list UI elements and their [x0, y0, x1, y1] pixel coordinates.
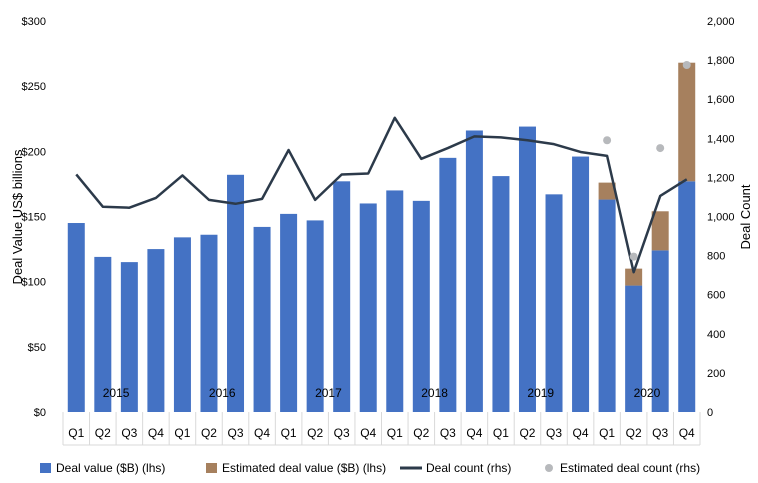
category-tick-label: Q4 [679, 426, 695, 440]
y-right-tick-label: 0 [707, 407, 713, 419]
category-tick-label: Q2 [201, 426, 217, 440]
y-left-tick-label: $150 [22, 212, 46, 224]
deal-value-bar [492, 176, 510, 412]
bars-layer [67, 62, 696, 413]
y-left-tick-label: $100 [22, 277, 46, 289]
estimated-deal-value-bar [678, 62, 696, 182]
category-tick-label: Q1 [387, 426, 403, 440]
category-tick-label: Q3 [652, 426, 668, 440]
y-right-axis-title: Deal Count [738, 184, 753, 249]
deal-value-bar [625, 285, 643, 412]
deal-value-bar [651, 250, 669, 412]
category-tick-label: Q2 [413, 426, 429, 440]
deal-value-bar [120, 262, 138, 412]
category-tick-label: Q4 [254, 426, 270, 440]
estimated-deal-count-point [656, 144, 665, 153]
deal-value-bar [412, 200, 430, 412]
category-tick-label: Q4 [360, 426, 376, 440]
category-tick-label: Q3 [440, 426, 456, 440]
deal-value-bar [386, 190, 404, 412]
year-label: 2015 [103, 386, 130, 400]
legend-label: Deal value ($B) (lhs) [56, 461, 165, 475]
year-label: 2016 [209, 386, 236, 400]
category-tick-label: Q1 [68, 426, 84, 440]
category-tick-label: Q3 [334, 426, 350, 440]
category-tick-label: Q4 [466, 426, 482, 440]
deal-value-bar [94, 256, 112, 412]
category-tick-label: Q2 [95, 426, 111, 440]
category-tick-label: Q1 [599, 426, 615, 440]
legend-swatch [206, 463, 217, 473]
year-label: 2020 [634, 386, 661, 400]
legend-swatch [545, 464, 553, 472]
y-left-tick-label: $300 [22, 16, 46, 28]
deal-value-bar [359, 203, 377, 412]
y-left-tick-label: $50 [28, 342, 46, 354]
estimated-deal-count-point [603, 136, 612, 145]
year-label: 2018 [421, 386, 448, 400]
y-right-tick-label: 1,800 [707, 55, 735, 67]
category-tick-label: Q4 [573, 426, 589, 440]
deal-value-bar [572, 156, 590, 412]
y-right-tick-label: 1,200 [707, 172, 735, 184]
legend-label: Estimated deal count (rhs) [560, 461, 700, 475]
deal-value-bar [253, 226, 271, 412]
deal-value-bar [439, 157, 457, 412]
deal-count-line [75, 116, 688, 274]
points-layer [603, 60, 691, 261]
deal-value-bar [306, 220, 324, 412]
deal-value-bar [173, 237, 191, 412]
category-tick-label: Q1 [281, 426, 297, 440]
deal-value-bar [67, 223, 85, 412]
y-left-tick-label: $200 [22, 146, 46, 158]
legend-label: Estimated deal value ($B) (lhs) [222, 461, 386, 475]
category-tick-label: Q1 [493, 426, 509, 440]
deal-value-bar [227, 174, 245, 412]
y-right-tick-label: 400 [707, 329, 725, 341]
estimated-deal-count-point [682, 60, 691, 69]
deal-value-bar [147, 249, 165, 412]
y-left-tick-label: $250 [22, 81, 46, 93]
y-right-tick-label: 800 [707, 251, 725, 263]
axes-layer: $0 $50 $100 $150 $200 $250 $300 0 200 400 600 800 1,… [10, 16, 753, 446]
category-tick-label: Q3 [121, 426, 137, 440]
category-tick-label: Q3 [546, 426, 562, 440]
y-right-tick-label: 200 [707, 368, 725, 380]
y-right-tick-label: 1,600 [707, 94, 735, 106]
line-layer [75, 116, 688, 274]
deal-value-bar [545, 194, 563, 412]
category-tick-label: Q1 [174, 426, 190, 440]
deal-value-bar [678, 181, 696, 412]
y-right-tick-label: 2,000 [707, 16, 735, 28]
estimated-deal-value-bar [598, 182, 616, 200]
year-label: 2017 [315, 386, 342, 400]
category-tick-label: Q2 [626, 426, 642, 440]
deal-value-bar [200, 234, 218, 412]
estimated-deal-value-bar [651, 211, 669, 251]
y-right-tick-label: 1,000 [707, 212, 735, 224]
category-tick-label: Q2 [307, 426, 323, 440]
category-tick-label: Q4 [148, 426, 164, 440]
year-label: 2019 [527, 386, 554, 400]
deal-value-bar [598, 199, 616, 412]
legend: Deal value ($B) (lhs) Estimated deal valu… [40, 461, 700, 475]
deal-value-bar [280, 213, 298, 412]
category-tick-label: Q3 [228, 426, 244, 440]
deal-value-bar [333, 181, 351, 412]
estimated-deal-count-point [629, 252, 638, 261]
y-right-tick-label: 1,400 [707, 133, 735, 145]
y-left-axis-title: Deal Value US$ billions [10, 149, 25, 284]
category-tick-label: Q2 [519, 426, 535, 440]
legend-swatch [40, 463, 51, 473]
legend-label: Deal count (rhs) [426, 461, 511, 475]
deal-value-bar [465, 130, 483, 413]
estimated-deal-value-bar [625, 268, 643, 286]
deal-value-bar [518, 126, 536, 412]
y-left-tick-label: $0 [34, 407, 46, 419]
y-right-tick-label: 600 [707, 290, 725, 302]
